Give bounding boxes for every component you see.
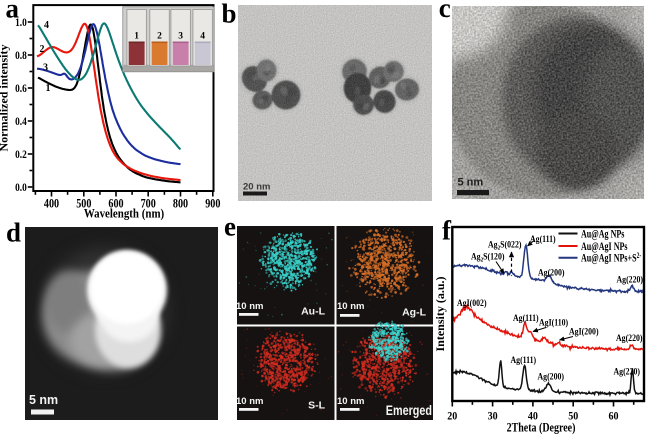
svg-text:Wavelength (nm): Wavelength (nm) — [84, 206, 164, 221]
svg-text:5 nm: 5 nm — [458, 177, 484, 189]
svg-text:5 nm: 5 nm — [29, 393, 58, 407]
svg-text:600: 600 — [108, 196, 123, 210]
svg-text:AgI(110): AgI(110) — [539, 317, 568, 328]
svg-text:Intensity (a.u.): Intensity (a.u.) — [433, 276, 447, 351]
svg-text:30: 30 — [488, 410, 499, 423]
svg-text:c: c — [439, 0, 451, 23]
svg-text:AgI(002): AgI(002) — [457, 297, 487, 308]
svg-text:0.0: 0.0 — [15, 181, 27, 194]
svg-text:Ag(111): Ag(111) — [513, 312, 539, 323]
svg-text:Au@AgI NPs+S2-: Au@AgI NPs+S2- — [581, 252, 642, 265]
svg-text:Ag(220): Ag(220) — [614, 366, 641, 377]
svg-text:f: f — [442, 216, 452, 246]
svg-text:Au@Ag NPs: Au@Ag NPs — [581, 228, 625, 241]
svg-text:Ag2S(022): Ag2S(022) — [488, 239, 522, 252]
svg-text:3: 3 — [178, 32, 183, 42]
svg-text:10 nm: 10 nm — [337, 396, 364, 407]
svg-text:e: e — [224, 212, 236, 242]
svg-text:400: 400 — [44, 196, 59, 210]
svg-text:20: 20 — [447, 410, 458, 423]
svg-text:500: 500 — [76, 196, 91, 210]
svg-text:2: 2 — [40, 44, 45, 55]
svg-text:900: 900 — [205, 196, 220, 210]
svg-text:1.0: 1.0 — [15, 16, 27, 29]
svg-text:d: d — [6, 217, 21, 247]
svg-text:Normalized intensity: Normalized intensity — [0, 45, 11, 152]
svg-text:20 nm: 20 nm — [243, 182, 270, 193]
svg-text:4: 4 — [44, 20, 49, 31]
svg-text:Au@AgI NPs: Au@AgI NPs — [581, 241, 628, 254]
svg-text:0.4: 0.4 — [15, 115, 27, 128]
svg-text:2: 2 — [157, 32, 162, 42]
svg-text:Ag(111): Ag(111) — [511, 354, 537, 365]
svg-text:50: 50 — [568, 410, 579, 423]
svg-text:Ag2S(120): Ag2S(120) — [471, 251, 505, 264]
svg-text:10 nm: 10 nm — [337, 301, 364, 312]
svg-text:700: 700 — [141, 196, 156, 210]
svg-text:2Theta (Degree): 2Theta (Degree) — [507, 422, 576, 435]
svg-text:Ag(111): Ag(111) — [530, 233, 556, 244]
svg-text:Au-L: Au-L — [301, 306, 325, 318]
svg-text:1: 1 — [46, 83, 51, 94]
svg-text:a: a — [6, 0, 20, 24]
svg-text:10 nm: 10 nm — [236, 396, 263, 407]
svg-text:Ag(220): Ag(220) — [617, 274, 644, 285]
svg-text:4: 4 — [200, 32, 205, 42]
svg-text:b: b — [222, 0, 237, 29]
svg-text:Ag(220): Ag(220) — [616, 332, 643, 343]
svg-text:60: 60 — [608, 410, 619, 423]
svg-text:S-L: S-L — [308, 400, 326, 412]
svg-text:10 nm: 10 nm — [236, 301, 263, 312]
svg-text:0.6: 0.6 — [15, 82, 27, 95]
svg-text:Ag(200): Ag(200) — [538, 371, 565, 382]
svg-text:1: 1 — [134, 32, 139, 42]
svg-text:Ag(200): Ag(200) — [538, 267, 565, 278]
svg-text:0.8: 0.8 — [15, 49, 27, 62]
svg-text:AgI(200): AgI(200) — [569, 326, 599, 337]
svg-text:800: 800 — [173, 196, 188, 210]
svg-text:Ag-L: Ag-L — [402, 307, 426, 319]
svg-text:40: 40 — [528, 410, 539, 423]
svg-text:Emerged: Emerged — [386, 403, 432, 418]
svg-text:3: 3 — [43, 63, 48, 74]
svg-text:0.2: 0.2 — [15, 148, 27, 161]
